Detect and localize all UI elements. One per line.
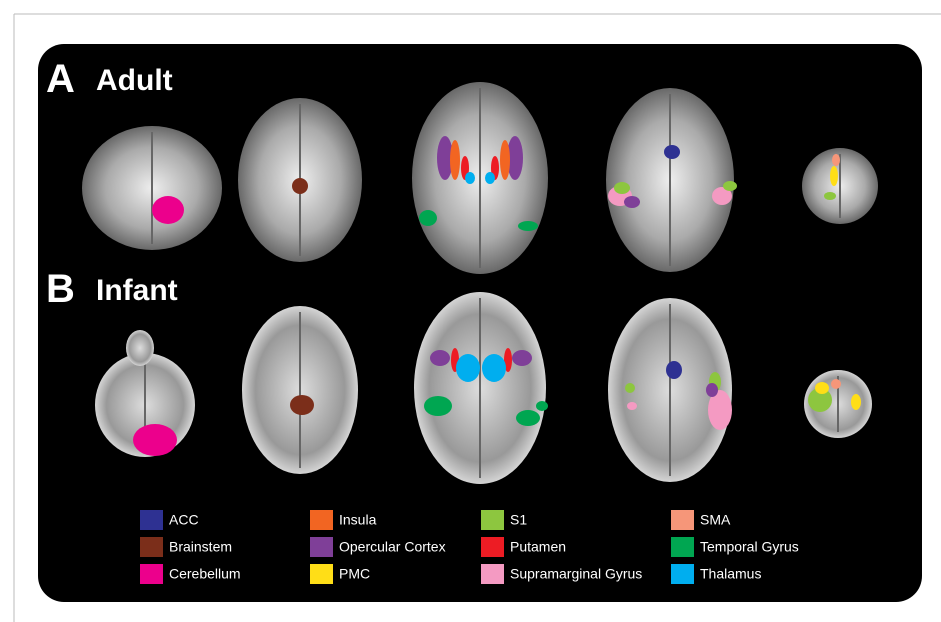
legend-label: Opercular Cortex [339,539,446,555]
region [290,395,314,415]
region [830,166,838,186]
panel-letter: A [46,57,75,101]
region [152,196,184,224]
region [627,402,637,410]
region [485,172,495,184]
legend-label: ACC [169,512,199,528]
region [518,221,538,231]
region [831,379,841,389]
region [706,383,718,397]
region [824,192,836,200]
legend-swatch [310,510,333,530]
region [482,354,506,382]
legend-label: Temporal Gyrus [700,539,799,555]
region [625,383,635,393]
region [465,172,475,184]
region [666,361,682,379]
legend-label: S1 [510,512,527,528]
region [450,140,460,180]
legend-swatch [481,510,504,530]
panel-letter: B [46,267,75,311]
region [292,178,308,194]
region [133,424,177,456]
legend-label: Insula [339,512,377,528]
legend-swatch [671,510,694,530]
legend-label: Brainstem [169,539,232,555]
legend-label: PMC [339,566,370,582]
legend-swatch [481,537,504,557]
legend-swatch [140,564,163,584]
region [664,145,680,159]
region [851,394,861,410]
legend-swatch [310,564,333,584]
region [424,396,452,416]
legend-label: Putamen [510,539,566,555]
region [419,210,437,226]
region [832,154,840,166]
region [430,350,450,366]
region [456,354,480,382]
legend-swatch [140,537,163,557]
region [500,140,510,180]
legend-swatch [481,564,504,584]
region [624,196,640,208]
legend-swatch [671,564,694,584]
region [536,401,548,411]
legend-swatch [671,537,694,557]
legend-swatch [140,510,163,530]
region [723,181,737,191]
region [516,410,540,426]
legend-label: SMA [700,512,731,528]
region [614,182,630,194]
region [815,382,829,394]
figure: A Adult B Infant ACC Insula S1 SMA Brainstem… [0,0,941,622]
panel-title: Adult [96,64,173,97]
legend-label: Cerebellum [169,566,241,582]
legend-label: Supramarginal Gyrus [510,566,642,582]
brain-slice [126,330,154,366]
region [512,350,532,366]
panel-title: Infant [96,274,178,307]
legend-label: Thalamus [700,566,761,582]
legend-swatch [310,537,333,557]
